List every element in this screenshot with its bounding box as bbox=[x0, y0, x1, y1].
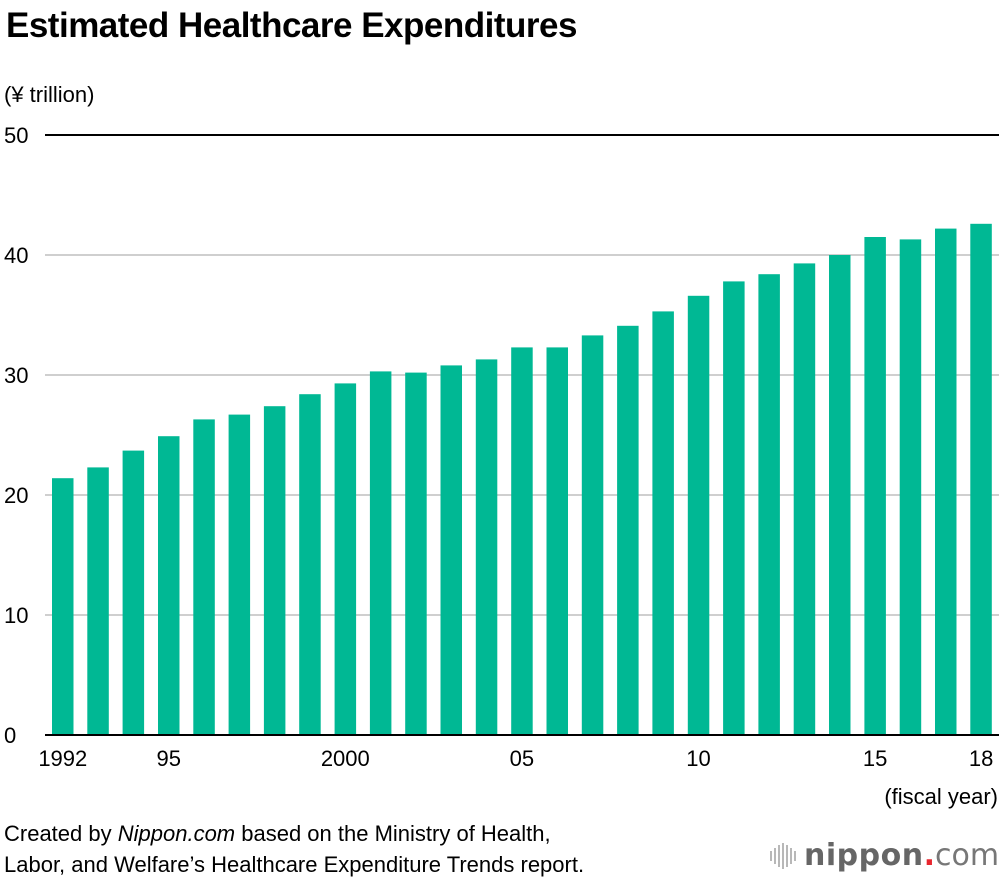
bar-2015 bbox=[864, 237, 886, 735]
bar-1997 bbox=[228, 414, 251, 735]
x-tick-label: 15 bbox=[863, 746, 887, 771]
bar-1995 bbox=[158, 436, 180, 735]
source-brand: Nippon.com bbox=[117, 821, 236, 846]
y-tick-label: 40 bbox=[4, 243, 28, 268]
bar-2005 bbox=[511, 347, 533, 735]
logo-dot: . bbox=[923, 838, 935, 873]
bar-2018 bbox=[970, 223, 992, 736]
bar-2009 bbox=[652, 311, 674, 735]
bar-2000 bbox=[334, 383, 357, 735]
x-tick-label: 10 bbox=[686, 746, 710, 771]
x-axis-label: (fiscal year) bbox=[884, 784, 998, 809]
source-note: Created by Nippon.com based on the Minis… bbox=[4, 818, 584, 880]
bar-1996 bbox=[193, 419, 215, 735]
bar-2010 bbox=[687, 295, 710, 735]
source-prefix: Created by bbox=[4, 821, 118, 846]
logo-tld: com bbox=[934, 838, 1000, 873]
x-axis-ticks: 1992 95 2000 05 10 15 18 bbox=[38, 746, 993, 771]
y-tick-label: 0 bbox=[4, 723, 16, 748]
x-tick-label: 1992 bbox=[38, 746, 87, 771]
bar-2012 bbox=[758, 274, 780, 735]
soundwave-icon bbox=[770, 842, 796, 869]
bar-2013 bbox=[793, 263, 816, 735]
y-tick-label: 30 bbox=[4, 363, 28, 388]
bar-2001 bbox=[369, 371, 392, 735]
bar-1993 bbox=[87, 467, 109, 735]
nippon-logo: nippon. com bbox=[770, 838, 999, 873]
bar-2014 bbox=[829, 255, 851, 735]
bar-2006 bbox=[546, 347, 568, 735]
bar-2003 bbox=[440, 365, 462, 735]
bar-2011 bbox=[723, 281, 745, 735]
bars bbox=[52, 223, 992, 736]
bar-2002 bbox=[405, 372, 427, 735]
x-tick-label: 05 bbox=[510, 746, 534, 771]
y-tick-label: 20 bbox=[4, 483, 28, 508]
bar-2008 bbox=[617, 325, 639, 735]
y-tick-label: 50 bbox=[4, 123, 28, 148]
bar-chart: 0 10 20 30 40 50 1992 95 2000 05 10 15 18 bbox=[4, 123, 999, 771]
y-tick-label: 10 bbox=[4, 603, 28, 628]
bar-1998 bbox=[263, 406, 286, 735]
source-suffix: based on the Ministry of Health, bbox=[235, 821, 551, 846]
bar-2004 bbox=[475, 359, 498, 735]
chart-title: Estimated Healthcare Expenditures bbox=[6, 6, 577, 45]
logo-word: nippon bbox=[804, 838, 924, 873]
bar-2007 bbox=[581, 335, 604, 735]
bar-1999 bbox=[299, 394, 321, 735]
y-axis-unit-label: (¥ trillion) bbox=[4, 82, 95, 107]
x-tick-label: 95 bbox=[156, 746, 180, 771]
bar-2017 bbox=[935, 228, 957, 735]
source-line-2: Labor, and Welfare’s Healthcare Expendit… bbox=[4, 852, 585, 877]
bar-1992 bbox=[52, 478, 74, 735]
bar-1994 bbox=[122, 450, 145, 735]
y-axis-ticks: 0 10 20 30 40 50 bbox=[4, 123, 28, 748]
bar-2016 bbox=[899, 239, 922, 735]
x-tick-label: 18 bbox=[969, 746, 993, 771]
x-tick-label: 2000 bbox=[321, 746, 370, 771]
